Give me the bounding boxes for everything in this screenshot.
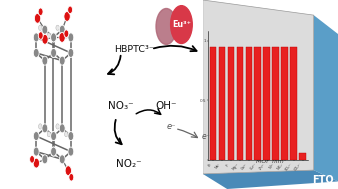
Circle shape: [56, 124, 59, 129]
Circle shape: [42, 34, 48, 44]
Text: NO₂⁻: NO₂⁻: [116, 160, 141, 169]
Circle shape: [33, 48, 39, 57]
Circle shape: [47, 33, 51, 38]
Circle shape: [59, 56, 65, 65]
Circle shape: [64, 30, 69, 37]
Circle shape: [39, 124, 42, 129]
Circle shape: [156, 9, 176, 44]
Bar: [255, 47, 261, 160]
Circle shape: [171, 6, 192, 43]
Circle shape: [68, 33, 74, 42]
Circle shape: [65, 33, 68, 38]
Text: HBPTC³⁻: HBPTC³⁻: [114, 45, 154, 54]
Circle shape: [42, 56, 48, 65]
Bar: [272, 47, 279, 160]
Circle shape: [39, 25, 42, 30]
Circle shape: [68, 132, 74, 141]
Circle shape: [38, 8, 43, 15]
Circle shape: [51, 132, 56, 141]
Text: FTO: FTO: [312, 175, 334, 185]
Circle shape: [59, 25, 65, 34]
Circle shape: [51, 33, 56, 42]
Bar: [210, 47, 216, 160]
Circle shape: [68, 6, 73, 14]
Circle shape: [30, 156, 34, 163]
Circle shape: [51, 48, 56, 57]
Circle shape: [59, 33, 65, 42]
Circle shape: [65, 166, 71, 176]
Circle shape: [68, 48, 74, 57]
Text: OH⁻: OH⁻: [155, 101, 177, 111]
Circle shape: [34, 13, 41, 23]
Text: NO₃⁻: NO₃⁻: [108, 101, 134, 111]
Text: e⁻: e⁻: [167, 122, 176, 131]
Bar: [227, 47, 234, 160]
Bar: [219, 47, 225, 160]
Bar: [299, 153, 306, 160]
Circle shape: [68, 147, 74, 156]
Circle shape: [38, 32, 43, 39]
Circle shape: [51, 147, 56, 156]
Circle shape: [51, 48, 56, 57]
Bar: [245, 47, 252, 160]
Text: e⁻: e⁻: [202, 132, 211, 141]
Circle shape: [33, 147, 39, 156]
Text: MOF film: MOF film: [256, 160, 284, 164]
Circle shape: [56, 25, 59, 30]
Circle shape: [65, 132, 68, 137]
Circle shape: [59, 155, 65, 164]
Polygon shape: [203, 170, 338, 189]
Polygon shape: [203, 0, 314, 174]
Circle shape: [51, 132, 56, 141]
Circle shape: [33, 33, 39, 42]
Circle shape: [42, 155, 48, 164]
Bar: [264, 47, 270, 160]
Polygon shape: [314, 15, 338, 181]
Circle shape: [33, 132, 39, 141]
Circle shape: [33, 158, 40, 168]
Circle shape: [42, 124, 48, 133]
Circle shape: [64, 12, 70, 21]
Text: Eu³⁺: Eu³⁺: [172, 20, 191, 29]
Bar: [290, 47, 297, 160]
Circle shape: [51, 147, 56, 156]
Circle shape: [51, 33, 56, 42]
Circle shape: [47, 132, 51, 137]
Bar: [237, 47, 243, 160]
Circle shape: [69, 174, 74, 181]
Circle shape: [59, 124, 65, 133]
Circle shape: [42, 25, 48, 34]
Bar: [282, 47, 288, 160]
